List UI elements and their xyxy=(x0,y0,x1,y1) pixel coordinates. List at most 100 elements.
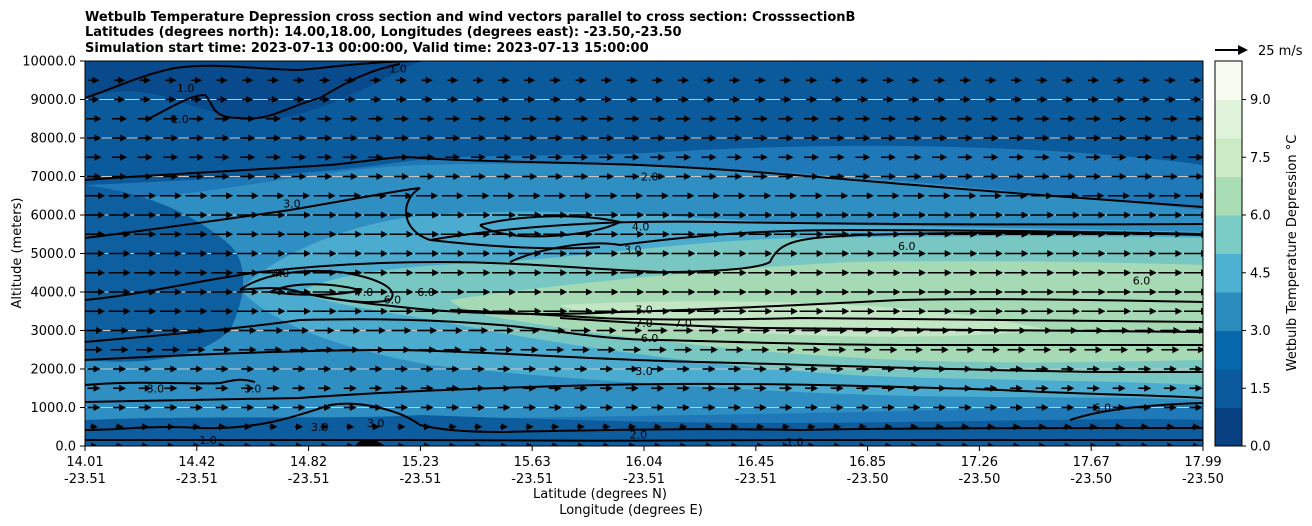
contour-label: 3.0 xyxy=(311,421,329,434)
wind-arrow xyxy=(1189,365,1203,373)
wind-arrow xyxy=(1085,153,1101,161)
wind-arrow xyxy=(753,384,767,392)
wind-arrow xyxy=(645,230,670,238)
wind-arrow xyxy=(396,76,408,84)
wind-arrow xyxy=(85,327,103,334)
wind-arrow xyxy=(856,404,870,411)
x-tick-label-lat: 15.63 xyxy=(514,455,551,470)
wind-arrow xyxy=(165,76,177,84)
wind-arrow xyxy=(879,346,898,354)
x-tick-label-lat: 15.23 xyxy=(402,455,439,470)
wind-arrow xyxy=(369,365,383,373)
wind-arrow xyxy=(1081,211,1106,219)
wind-arrow xyxy=(159,250,182,257)
wind-arrow xyxy=(397,423,406,431)
wind-arrow xyxy=(494,327,515,334)
wind-arrow xyxy=(500,442,509,446)
wind-arrow xyxy=(343,365,357,373)
wind-arrow xyxy=(1007,346,1026,354)
wind-arrow xyxy=(985,96,997,103)
wind-arrow xyxy=(241,404,255,411)
wind-arrow xyxy=(647,327,668,334)
wind-arrow xyxy=(752,173,768,180)
wind-arrow xyxy=(961,442,970,446)
wind-arrow xyxy=(113,365,127,373)
wind-arrow xyxy=(1159,192,1182,200)
wind-arrow xyxy=(651,404,665,411)
colorbar-segment xyxy=(1215,118,1242,139)
wind-arrow xyxy=(748,250,773,257)
wind-arrow xyxy=(440,288,465,296)
wind-arrow xyxy=(954,192,977,200)
wind-arrow xyxy=(241,365,255,373)
contour-label: 6.0 xyxy=(898,240,916,253)
wind-arrow xyxy=(240,134,256,142)
wind-arrow xyxy=(1190,76,1202,84)
wind-arrow xyxy=(90,423,98,431)
wind-arrow xyxy=(728,384,742,392)
wind-arrow xyxy=(291,115,307,123)
wind-arrow xyxy=(114,96,126,103)
wind-arrow xyxy=(620,230,645,238)
contour-label: 3.0 xyxy=(244,382,262,395)
wind-arrow xyxy=(415,250,440,257)
contour-label: 1.0 xyxy=(177,82,195,95)
wind-arrow xyxy=(472,96,484,103)
contour-label: 3.0 xyxy=(367,417,385,430)
wind-arrow xyxy=(624,153,640,161)
wind-arrow xyxy=(288,192,311,200)
wind-arrow xyxy=(1162,173,1178,180)
wind-arrow xyxy=(420,404,434,411)
wind-arrow xyxy=(722,250,747,257)
wind-arrow xyxy=(671,211,696,219)
wind-arrow xyxy=(211,288,234,296)
wind-arrow xyxy=(1060,134,1076,142)
wind-arrow xyxy=(442,327,463,334)
x-tick-label-lon: -23.51 xyxy=(623,472,665,487)
contour-label: 3.0 xyxy=(635,365,653,378)
wind-arrow xyxy=(112,115,128,123)
contour-9 xyxy=(85,318,1203,347)
wind-arrow xyxy=(829,134,845,142)
wind-arrow xyxy=(525,442,534,446)
wind-arrow xyxy=(705,442,714,446)
wind-arrow xyxy=(523,404,537,411)
wind-arrow xyxy=(1112,384,1126,392)
wind-arrow xyxy=(594,250,619,257)
wind-arrow xyxy=(620,250,645,257)
wind-arrow xyxy=(724,327,745,334)
wind-arrow xyxy=(675,134,691,142)
wind-arrow xyxy=(216,76,228,84)
wind-arrow xyxy=(932,134,948,142)
wind-arrow xyxy=(828,346,847,354)
wind-arrow xyxy=(1004,211,1029,219)
colorbar-segment xyxy=(1215,311,1242,331)
contour-10 xyxy=(85,348,1203,373)
wind-arrow xyxy=(620,211,645,219)
wind-arrow xyxy=(447,96,459,103)
wind-arrow xyxy=(628,442,637,446)
wind-arrow xyxy=(497,365,511,373)
y-tick-label: 2000.0 xyxy=(31,363,77,378)
wind-arrow xyxy=(676,404,690,411)
wind-arrow xyxy=(108,211,131,219)
wind-arrow xyxy=(136,346,155,354)
x-tick-label-lat: 17.67 xyxy=(1073,455,1110,470)
wind-arrow xyxy=(1034,134,1050,142)
wind-arrow xyxy=(1164,96,1176,103)
wind-arrow xyxy=(600,384,614,392)
wind-arrow xyxy=(1086,404,1100,411)
wind-arrow xyxy=(190,404,204,411)
wind-arrow xyxy=(474,442,483,446)
wind-arrow xyxy=(1036,96,1048,103)
wind-arrow xyxy=(423,442,432,446)
wind-arrow xyxy=(600,404,614,411)
wind-arrow xyxy=(653,442,662,446)
contour-label: 3.0 xyxy=(147,382,165,395)
wind-arrow xyxy=(906,115,922,123)
wind-arrow xyxy=(858,442,867,446)
wind-arrow xyxy=(368,173,384,180)
wind-arrow xyxy=(389,211,414,219)
wind-arrow xyxy=(953,269,978,277)
